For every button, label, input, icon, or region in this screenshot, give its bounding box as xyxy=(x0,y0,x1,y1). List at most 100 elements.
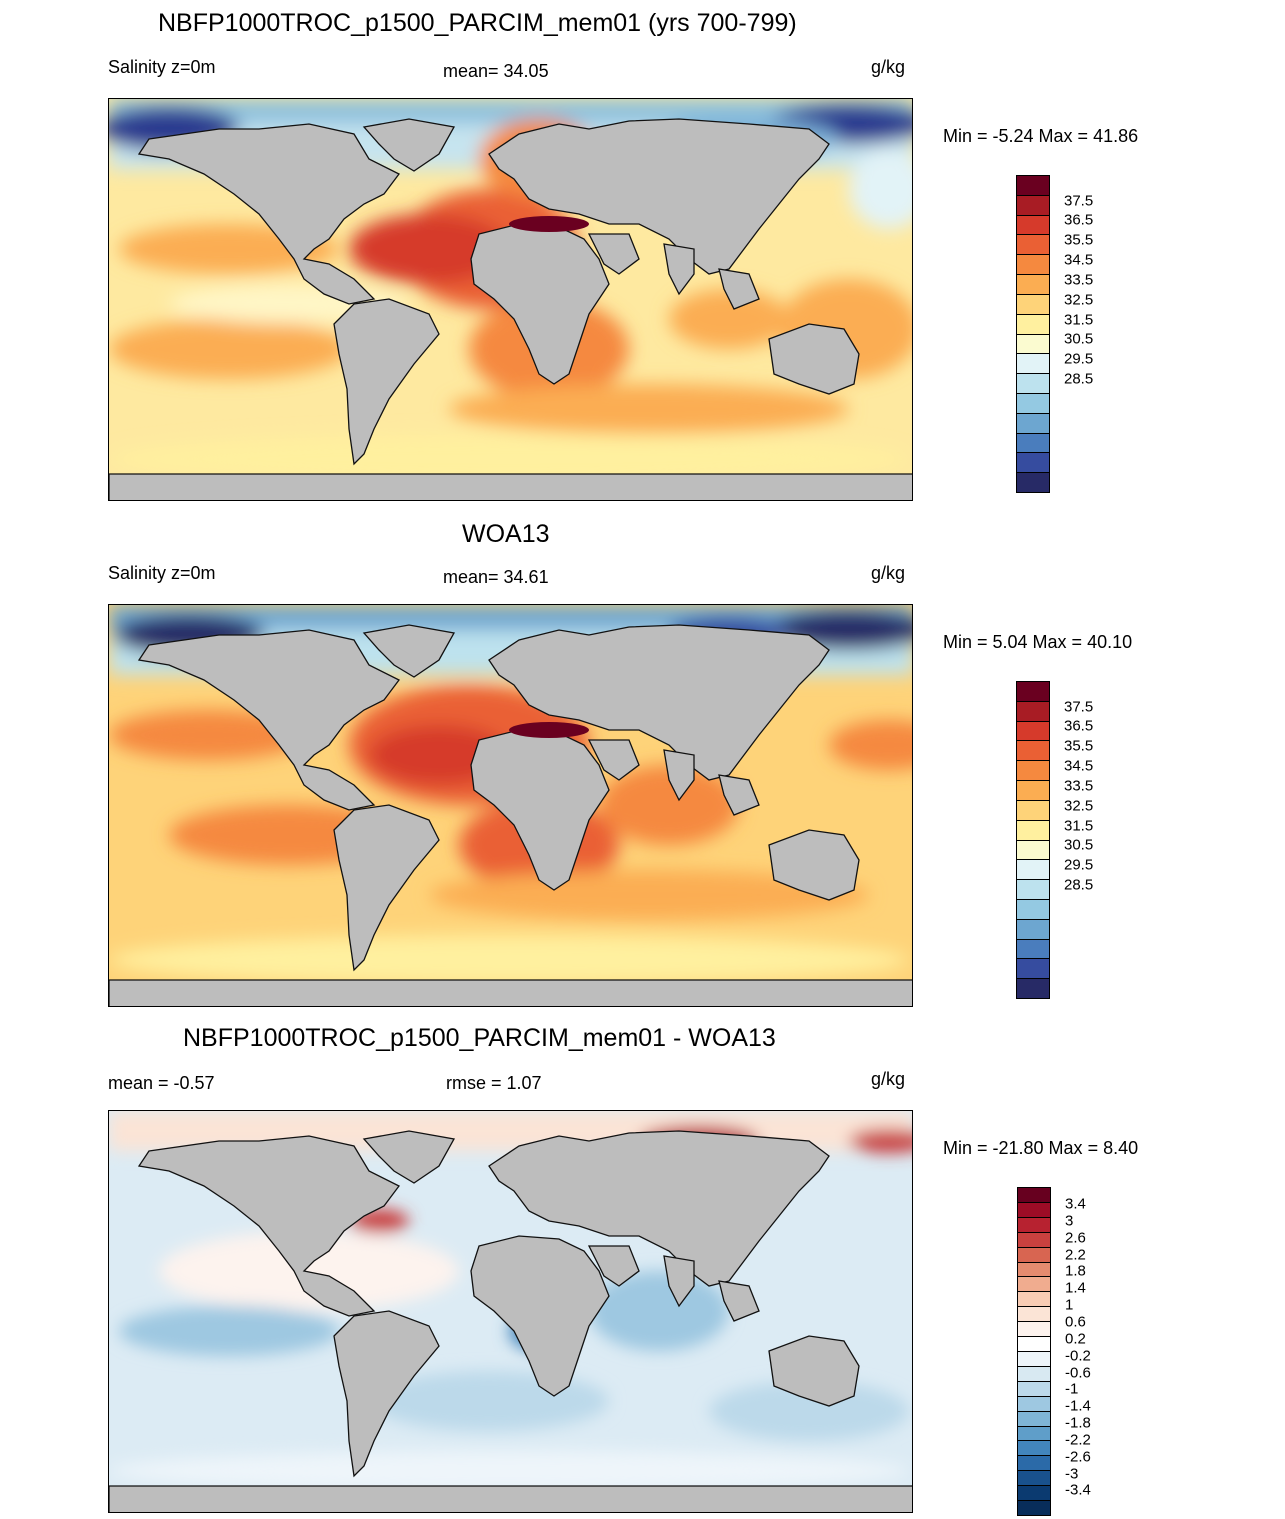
panel3-map xyxy=(108,1110,913,1513)
panel1-mean-label: mean= 34.05 xyxy=(443,61,549,81)
colorbar-label: 32.5 xyxy=(1064,291,1094,309)
panel2-minmax: Min = 5.04 Max = 40.10 xyxy=(943,632,1133,652)
colorbar-swatch xyxy=(1016,254,1050,276)
colorbar-label: 3.4 xyxy=(1065,1195,1086,1213)
colorbar-label: 32.5 xyxy=(1064,797,1094,815)
colorbar-label: -0.6 xyxy=(1065,1364,1091,1381)
colorbar-swatch xyxy=(1016,274,1050,295)
colorbar-swatch xyxy=(1017,1336,1051,1352)
panel2-mean-label: mean= 34.61 xyxy=(443,567,549,587)
colorbar-label: 29.5 xyxy=(1064,350,1094,368)
colorbar-label: 28.5 xyxy=(1064,876,1094,894)
colorbar-swatch xyxy=(1016,958,1050,980)
colorbar-swatch xyxy=(1016,700,1050,722)
colorbar-swatch xyxy=(1016,175,1050,196)
colorbar-swatch xyxy=(1016,234,1050,256)
panel3-units-label: g/kg xyxy=(871,1069,906,1089)
colorbar-label: 33.5 xyxy=(1064,271,1094,289)
panel3-mean-label: mean = -0.57 xyxy=(108,1073,215,1093)
colorbar-swatch xyxy=(1016,918,1050,940)
colorbar-swatch xyxy=(1016,392,1050,414)
colorbar-swatch xyxy=(1017,1395,1051,1412)
colorbar-swatch xyxy=(1017,1351,1051,1367)
colorbar-label: 30.5 xyxy=(1064,330,1094,348)
colorbar-swatch xyxy=(1017,1425,1051,1442)
colorbar-swatch xyxy=(1016,780,1050,801)
colorbar-swatch xyxy=(1016,799,1050,821)
colorbar-swatch xyxy=(1016,432,1050,454)
colorbar-swatch xyxy=(1017,1261,1051,1278)
colorbar-label: 36.5 xyxy=(1064,717,1094,735)
colorbar-label: -3.4 xyxy=(1065,1481,1091,1499)
colorbar-swatch xyxy=(1017,1291,1051,1308)
colorbar-swatch xyxy=(1017,1201,1051,1218)
panel3-minmax: Min = -21.80 Max = 8.40 xyxy=(943,1138,1139,1158)
colorbar-label: -1.4 xyxy=(1065,1397,1091,1415)
colorbar-swatch xyxy=(1016,214,1050,236)
panel1-title: NBFP1000TROC_p1500_PARCIM_mem01 (yrs 700… xyxy=(158,9,797,37)
colorbar-label: 29.5 xyxy=(1064,856,1094,874)
colorbar-swatch xyxy=(1017,1276,1051,1293)
colorbar-label: -3 xyxy=(1065,1465,1079,1483)
colorbar-label: 31.5 xyxy=(1064,311,1094,328)
colorbar-swatch xyxy=(1016,373,1050,394)
panel2-units-label: g/kg xyxy=(871,563,906,583)
colorbar-swatch xyxy=(1017,1470,1051,1487)
colorbar-label: 1.4 xyxy=(1065,1279,1086,1297)
colorbar-swatch xyxy=(1016,938,1050,960)
colorbar-label: 2.2 xyxy=(1065,1246,1086,1264)
colorbar-swatch xyxy=(1016,859,1050,881)
panel3-rmse-label: rmse = 1.07 xyxy=(446,1073,542,1093)
panel1-variable-label: Salinity z=0m xyxy=(108,57,216,77)
colorbar-swatch xyxy=(1016,313,1050,335)
colorbar-swatch xyxy=(1016,293,1050,315)
colorbar-swatch xyxy=(1016,898,1050,920)
colorbar-swatch xyxy=(1016,819,1050,841)
panel1-map xyxy=(108,98,913,501)
colorbar-label: 1.8 xyxy=(1065,1262,1086,1280)
colorbar-label: -1 xyxy=(1065,1380,1079,1398)
colorbar-swatch xyxy=(1016,472,1050,493)
colorbar-swatch xyxy=(1017,1246,1051,1263)
colorbar-swatch xyxy=(1017,1440,1051,1457)
colorbar-label: -0.2 xyxy=(1065,1347,1091,1365)
colorbar-label: 0.6 xyxy=(1065,1313,1086,1331)
colorbar-swatch xyxy=(1017,1455,1051,1472)
colorbar-label: 30.5 xyxy=(1064,836,1094,854)
colorbar-label: 33.5 xyxy=(1064,777,1094,795)
colorbar-swatch xyxy=(1016,333,1050,355)
colorbar-swatch xyxy=(1016,839,1050,861)
panel1-minmax: Min = -5.24 Max = 41.86 xyxy=(943,126,1139,146)
colorbar-label: 34.5 xyxy=(1064,251,1094,269)
colorbar-label: 36.5 xyxy=(1064,211,1094,229)
colorbar-swatch xyxy=(1016,879,1050,900)
colorbar-label: 31.5 xyxy=(1064,817,1094,834)
colorbar-swatch xyxy=(1016,760,1050,782)
colorbar-swatch xyxy=(1016,412,1050,434)
colorbar-swatch xyxy=(1016,720,1050,742)
colorbar-swatch xyxy=(1016,194,1050,216)
colorbar-label: 28.5 xyxy=(1064,370,1094,388)
colorbar-swatch xyxy=(1016,452,1050,474)
colorbar-label: 1 xyxy=(1065,1296,1074,1314)
colorbar-label: 35.5 xyxy=(1064,737,1094,755)
colorbar-swatch xyxy=(1017,1216,1051,1233)
colorbar-swatch xyxy=(1017,1187,1051,1203)
colorbar-label: -2.2 xyxy=(1065,1431,1091,1449)
colorbar-swatch xyxy=(1016,681,1050,702)
colorbar-swatch xyxy=(1017,1380,1051,1397)
colorbar-label: 2.6 xyxy=(1065,1229,1086,1247)
colorbar-swatch xyxy=(1016,978,1050,999)
colorbar-label: 0.2 xyxy=(1065,1330,1086,1348)
colorbar-label: 37.5 xyxy=(1064,698,1094,716)
panel2-variable-label: Salinity z=0m xyxy=(108,563,216,583)
colorbar-label: 35.5 xyxy=(1064,231,1094,249)
colorbar-swatch xyxy=(1017,1410,1051,1427)
panel2-map xyxy=(108,604,913,1007)
panel1-units-label: g/kg xyxy=(871,57,906,77)
colorbar-label: -1.8 xyxy=(1065,1414,1091,1432)
colorbar-label: -2.6 xyxy=(1065,1448,1091,1466)
colorbar-label: 37.5 xyxy=(1064,192,1094,210)
colorbar-swatch xyxy=(1016,353,1050,375)
colorbar-swatch xyxy=(1016,740,1050,762)
